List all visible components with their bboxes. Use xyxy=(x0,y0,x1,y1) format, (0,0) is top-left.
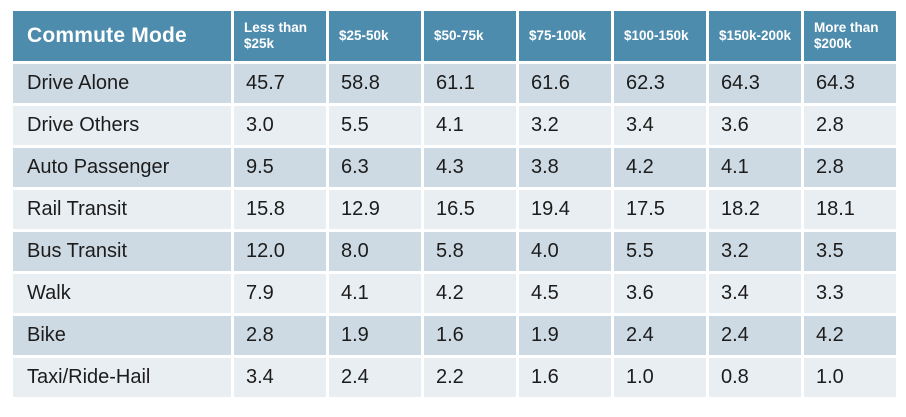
table-cell: 3.4 xyxy=(614,106,706,145)
table-cell: 2.2 xyxy=(424,358,516,397)
row-label: Taxi/Ride-Hail xyxy=(13,358,231,397)
table-cell: 9.5 xyxy=(234,148,326,187)
table-cell: 4.1 xyxy=(329,274,421,313)
table-cell: 15.8 xyxy=(234,190,326,229)
row-label: Bus Transit xyxy=(13,232,231,271)
table-cell: 4.1 xyxy=(424,106,516,145)
row-label: Auto Passenger xyxy=(13,148,231,187)
table-cell: 45.7 xyxy=(234,64,326,103)
table-cell: 16.5 xyxy=(424,190,516,229)
table-row-walk: Walk 7.9 4.1 4.2 4.5 3.6 3.4 3.3 xyxy=(13,274,896,313)
table-cell: 4.2 xyxy=(424,274,516,313)
column-header-more-than-200k: More than $200k xyxy=(804,11,896,61)
table-cell: 4.0 xyxy=(519,232,611,271)
table-cell: 3.2 xyxy=(519,106,611,145)
table-cell: 12.0 xyxy=(234,232,326,271)
table-cell: 2.8 xyxy=(804,148,896,187)
column-header-100-150k: $100-150k xyxy=(614,11,706,61)
table-cell: 2.8 xyxy=(234,316,326,355)
table-cell: 18.2 xyxy=(709,190,801,229)
table-cell: 1.0 xyxy=(804,358,896,397)
table-cell: 3.3 xyxy=(804,274,896,313)
row-label: Walk xyxy=(13,274,231,313)
row-label: Rail Transit xyxy=(13,190,231,229)
table-cell: 2.4 xyxy=(614,316,706,355)
table-cell: 12.9 xyxy=(329,190,421,229)
column-header-25-50k: $25-50k xyxy=(329,11,421,61)
table-cell: 18.1 xyxy=(804,190,896,229)
table-row-bus-transit: Bus Transit 12.0 8.0 5.8 4.0 5.5 3.2 3.5 xyxy=(13,232,896,271)
table-row-rail-transit: Rail Transit 15.8 12.9 16.5 19.4 17.5 18… xyxy=(13,190,896,229)
table-cell: 2.8 xyxy=(804,106,896,145)
row-label: Bike xyxy=(13,316,231,355)
table-row-drive-alone: Drive Alone 45.7 58.8 61.1 61.6 62.3 64.… xyxy=(13,64,896,103)
table-cell: 3.6 xyxy=(614,274,706,313)
table-cell: 61.6 xyxy=(519,64,611,103)
table-cell: 4.5 xyxy=(519,274,611,313)
table-cell: 58.8 xyxy=(329,64,421,103)
table-cell: 0.8 xyxy=(709,358,801,397)
table-cell: 62.3 xyxy=(614,64,706,103)
table-cell: 3.4 xyxy=(234,358,326,397)
table-cell: 3.5 xyxy=(804,232,896,271)
column-header-75-100k: $75-100k xyxy=(519,11,611,61)
row-label: Drive Others xyxy=(13,106,231,145)
column-header-commute-mode: Commute Mode xyxy=(13,11,231,61)
table-cell: 1.0 xyxy=(614,358,706,397)
table-cell: 2.4 xyxy=(329,358,421,397)
row-label: Drive Alone xyxy=(13,64,231,103)
table-cell: 4.1 xyxy=(709,148,801,187)
table-cell: 3.6 xyxy=(709,106,801,145)
table-cell: 5.8 xyxy=(424,232,516,271)
table-cell: 17.5 xyxy=(614,190,706,229)
table-cell: 3.2 xyxy=(709,232,801,271)
table-row-bike: Bike 2.8 1.9 1.6 1.9 2.4 2.4 4.2 xyxy=(13,316,896,355)
table-cell: 3.4 xyxy=(709,274,801,313)
table-cell: 5.5 xyxy=(329,106,421,145)
table-cell: 19.4 xyxy=(519,190,611,229)
table-row-taxi-ride-hail: Taxi/Ride-Hail 3.4 2.4 2.2 1.6 1.0 0.8 1… xyxy=(13,358,896,397)
table-cell: 1.9 xyxy=(519,316,611,355)
table-body: Drive Alone 45.7 58.8 61.1 61.6 62.3 64.… xyxy=(13,64,896,397)
commute-mode-table: Commute Mode Less than $25k $25-50k $50-… xyxy=(10,8,899,400)
table-cell: 4.3 xyxy=(424,148,516,187)
table-cell: 64.3 xyxy=(804,64,896,103)
table-cell: 6.3 xyxy=(329,148,421,187)
table-cell: 3.8 xyxy=(519,148,611,187)
table-cell: 8.0 xyxy=(329,232,421,271)
table-cell: 3.0 xyxy=(234,106,326,145)
column-header-50-75k: $50-75k xyxy=(424,11,516,61)
table-cell: 61.1 xyxy=(424,64,516,103)
table-cell: 2.4 xyxy=(709,316,801,355)
table-row-auto-passenger: Auto Passenger 9.5 6.3 4.3 3.8 4.2 4.1 2… xyxy=(13,148,896,187)
table-cell: 4.2 xyxy=(614,148,706,187)
header-row: Commute Mode Less than $25k $25-50k $50-… xyxy=(13,11,896,61)
table-cell: 1.6 xyxy=(519,358,611,397)
table-cell: 1.6 xyxy=(424,316,516,355)
table-header: Commute Mode Less than $25k $25-50k $50-… xyxy=(13,11,896,61)
column-header-less-than-25k: Less than $25k xyxy=(234,11,326,61)
table-cell: 5.5 xyxy=(614,232,706,271)
table-row-drive-others: Drive Others 3.0 5.5 4.1 3.2 3.4 3.6 2.8 xyxy=(13,106,896,145)
table-cell: 4.2 xyxy=(804,316,896,355)
table-cell: 64.3 xyxy=(709,64,801,103)
table-cell: 7.9 xyxy=(234,274,326,313)
table-cell: 1.9 xyxy=(329,316,421,355)
column-header-150k-200k: $150k-200k xyxy=(709,11,801,61)
